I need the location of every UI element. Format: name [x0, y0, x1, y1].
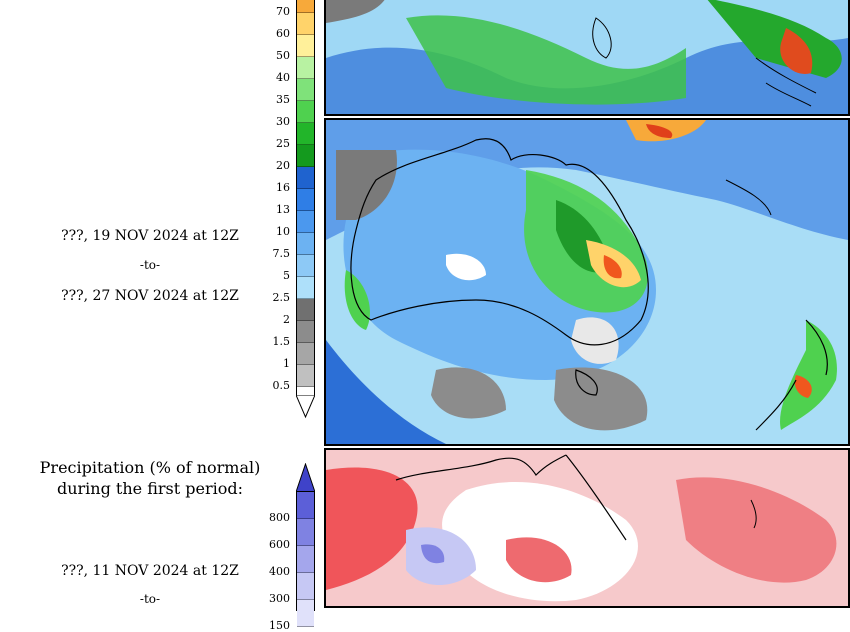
colorbar-tick-label: 1.5 — [272, 335, 291, 348]
colorbar-segment — [297, 343, 314, 365]
lower-title-line1: Precipitation (% of normal) — [39, 458, 261, 477]
colorbar-tick-label: 2.5 — [272, 291, 291, 304]
colorbar-tick-label: 40 — [276, 71, 290, 84]
colorbar-tick-label: 13 — [276, 203, 290, 216]
colorbar-tick-label: 800 — [269, 511, 290, 524]
colorbar-segment — [297, 145, 314, 167]
colorbar-segment — [297, 519, 314, 546]
colorbar-tick-label: 150 — [269, 619, 290, 632]
colorbar-segment — [297, 189, 314, 211]
colorbar-segment — [297, 600, 314, 627]
upper-date-end: ???, 27 NOV 2024 at 12Z — [61, 288, 239, 304]
colorbar-tick-label: 1 — [283, 357, 290, 370]
colorbar-tick-label: 16 — [276, 181, 290, 194]
colorbar-tick-label: 25 — [276, 137, 290, 150]
colorbar-tick-label: 10 — [276, 225, 290, 238]
top-precip-map — [324, 0, 850, 116]
colorbar-segment — [297, 492, 314, 519]
colorbar-segment — [297, 277, 314, 299]
colorbar-segment — [297, 546, 314, 573]
colorbar-tick-label: 50 — [276, 49, 290, 62]
colorbar-segment — [297, 123, 314, 145]
colorbar-segment — [297, 573, 314, 600]
colorbar-tick-label: 7.5 — [272, 247, 291, 260]
colorbar-segment — [297, 255, 314, 277]
colorbar-tick-label: 60 — [276, 27, 290, 40]
colorbar-segment — [297, 57, 314, 79]
lower-date-separator: -to- — [139, 592, 161, 606]
colorbar-tick-label: 300 — [269, 592, 290, 605]
colorbar-segment — [297, 13, 314, 35]
colorbar-tick-label: 400 — [269, 565, 290, 578]
percent-normal-colorbar — [296, 491, 315, 627]
colorbar-tick-label: 20 — [276, 159, 290, 172]
colorbar-tick-label: 30 — [276, 115, 290, 128]
upper-date-start: ???, 19 NOV 2024 at 12Z — [61, 228, 239, 244]
lower-title-line2: during the first period: — [56, 479, 244, 498]
colorbar-tick-label: 35 — [276, 93, 290, 106]
colorbar-segment — [297, 0, 314, 13]
colorbar-segment — [297, 365, 314, 387]
colorbar-end-arrow-icon — [296, 395, 315, 419]
colorbar-tick-label: 2 — [283, 313, 290, 326]
colorbar-top-arrow-icon — [296, 463, 315, 493]
precip-colorbar — [296, 0, 315, 396]
colorbar-segment — [297, 167, 314, 189]
colorbar-segment — [297, 321, 314, 343]
colorbar-segment — [297, 101, 314, 123]
lower-date-start: ???, 11 NOV 2024 at 12Z — [61, 563, 239, 579]
colorbar-tick-label: 0.5 — [272, 379, 291, 392]
colorbar-segment — [297, 35, 314, 57]
colorbar-tick-label: 70 — [276, 5, 290, 18]
colorbar-tick-label: 600 — [269, 538, 290, 551]
precip-percent-normal-map — [324, 448, 850, 608]
upper-date-separator: -to- — [139, 258, 161, 272]
colorbar-segment — [297, 299, 314, 321]
colorbar-segment — [297, 233, 314, 255]
colorbar-segment — [297, 79, 314, 101]
colorbar-tick-label: 5 — [283, 269, 290, 282]
precip-forecast-map — [324, 118, 850, 446]
colorbar-segment — [297, 211, 314, 233]
